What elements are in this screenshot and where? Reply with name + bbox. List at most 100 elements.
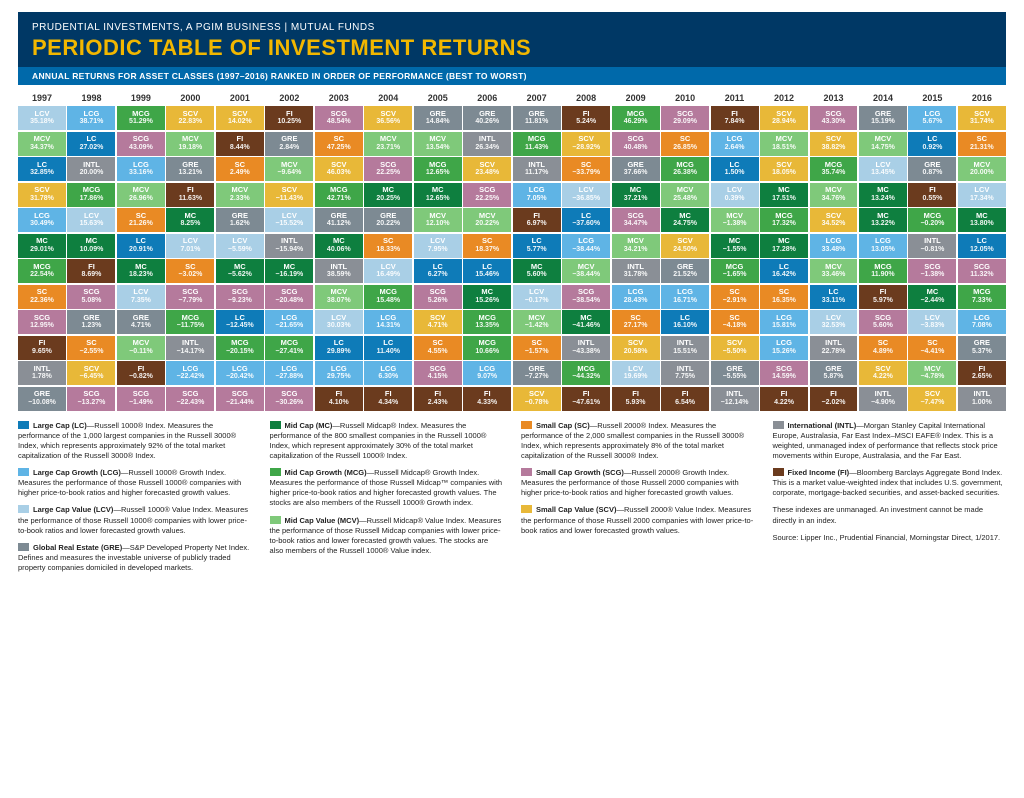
- cell-asset-code: GRE: [924, 161, 940, 170]
- cell-return-value: −4.78%: [920, 373, 944, 381]
- cell-return-value: −28.92%: [572, 144, 600, 152]
- cell-asset-code: GRE: [232, 212, 248, 221]
- cell-asset-code: SCV: [578, 135, 593, 144]
- cell-asset-code: LCV: [826, 314, 841, 323]
- cell-asset-code: GRE: [182, 161, 198, 170]
- grid-row: LCG30.49%LCV15.63%SC21.26%MC8.25%GRE1.62…: [18, 208, 1006, 232]
- cell-return-value: 13.80%: [970, 220, 994, 228]
- cell-return-value: −0.82%: [129, 373, 153, 381]
- cell-asset-code: SC: [680, 135, 690, 144]
- cell-asset-code: INTL: [677, 339, 694, 348]
- grid-cell: LCV0.39%: [711, 183, 759, 207]
- grid-cell: LCV−3.83%: [908, 310, 956, 334]
- grid-cell: MC−16.19%: [265, 259, 313, 283]
- cell-return-value: 22.25%: [376, 169, 400, 177]
- cell-return-value: 17.86%: [80, 195, 104, 203]
- cell-asset-code: GRE: [281, 135, 297, 144]
- cell-return-value: 14.75%: [871, 144, 895, 152]
- cell-asset-code: SCV: [677, 237, 692, 246]
- legend-item: Small Cap Value (SCV)—Russell 2000® Valu…: [521, 505, 755, 535]
- grid-cell: MCV2.33%: [216, 183, 264, 207]
- grid-cell: MC18.23%: [117, 259, 165, 283]
- cell-asset-code: LCV: [282, 212, 297, 221]
- cell-return-value: 20.25%: [376, 195, 400, 203]
- grid-cell: MCG−20.15%: [216, 336, 264, 360]
- cell-return-value: 22.78%: [822, 348, 846, 356]
- grid-cell: MCG−44.32%: [562, 361, 610, 385]
- cell-return-value: 22.36%: [30, 297, 54, 305]
- grid-cell: MCV−38.44%: [562, 259, 610, 283]
- cell-asset-code: GRE: [380, 212, 396, 221]
- cell-return-value: 15.81%: [772, 322, 796, 330]
- cell-asset-code: LCG: [380, 314, 396, 323]
- grid-cell: GRE5.87%: [810, 361, 858, 385]
- grid-cell: MC13.24%: [859, 183, 907, 207]
- cell-asset-code: SCG: [627, 135, 643, 144]
- cell-return-value: 31.74%: [970, 118, 994, 126]
- grid-cell: LC5.77%: [513, 234, 561, 258]
- grid-cell: FI6.97%: [513, 208, 561, 232]
- grid-cell: MC40.06%: [315, 234, 363, 258]
- cell-asset-code: MC: [86, 237, 98, 246]
- cell-return-value: 10.25%: [277, 118, 301, 126]
- grid-cell: SC47.25%: [315, 132, 363, 156]
- year-label: 2011: [711, 93, 759, 106]
- legend-title: Large Cap Growth (LCG): [33, 468, 121, 477]
- legend-swatch: [773, 468, 784, 476]
- cell-return-value: −4.18%: [723, 322, 747, 330]
- cell-asset-code: LCG: [281, 314, 297, 323]
- cell-asset-code: LCG: [133, 161, 149, 170]
- cell-return-value: 24.75%: [673, 220, 697, 228]
- cell-asset-code: LC: [730, 161, 740, 170]
- cell-asset-code: SC: [927, 339, 937, 348]
- grid-cell: MC37.21%: [612, 183, 660, 207]
- cell-asset-code: SC: [433, 339, 443, 348]
- legend-title: Mid Cap (MC): [285, 421, 333, 430]
- cell-asset-code: MCV: [429, 212, 446, 221]
- grid-cell: LCV−5.59%: [216, 234, 264, 258]
- grid-cell: MCV26.96%: [117, 183, 165, 207]
- cell-asset-code: GRE: [974, 339, 990, 348]
- cell-asset-code: MC: [382, 186, 394, 195]
- grid-row: SCG12.95%GRE1.23%GRE4.71%MCG−11.75%LC−12…: [18, 310, 1006, 334]
- year-label: 2015: [908, 93, 956, 106]
- cell-asset-code: SC: [334, 135, 344, 144]
- cell-asset-code: FI: [929, 186, 936, 195]
- grid-cell: MC−41.46%: [562, 310, 610, 334]
- cell-asset-code: LCV: [84, 212, 99, 221]
- grid-cell: SC−3.02%: [166, 259, 214, 283]
- cell-return-value: −1.38%: [920, 271, 944, 279]
- grid-row: FI9.65%SC−2.55%MCV−0.11%INTL−14.17%MCG−2…: [18, 336, 1006, 360]
- cell-return-value: −12.14%: [721, 399, 749, 407]
- cell-return-value: 29.75%: [327, 373, 351, 381]
- year-label: 2008: [562, 93, 610, 106]
- cell-asset-code: SCV: [34, 186, 49, 195]
- cell-asset-code: MC: [36, 237, 48, 246]
- cell-asset-code: SCV: [282, 186, 297, 195]
- grid-cell: MCG17.32%: [760, 208, 808, 232]
- cell-asset-code: SCG: [776, 365, 792, 374]
- legend-swatch: [270, 468, 281, 476]
- grid-cell: FI5.24%: [562, 106, 610, 130]
- cell-asset-code: MCG: [83, 186, 101, 195]
- cell-asset-code: LCV: [628, 365, 643, 374]
- cell-asset-code: FI: [187, 186, 194, 195]
- cell-asset-code: MCG: [627, 110, 645, 119]
- cell-asset-code: FI: [781, 390, 788, 399]
- cell-return-value: −37.60%: [572, 220, 600, 228]
- year-label: 2003: [315, 93, 363, 106]
- cell-asset-code: FI: [880, 288, 887, 297]
- grid-cell: LC16.42%: [760, 259, 808, 283]
- grid-cell: LCV19.69%: [612, 361, 660, 385]
- cell-asset-code: FI: [88, 263, 95, 272]
- grid-cell: MCG10.66%: [463, 336, 511, 360]
- cell-asset-code: INTL: [182, 339, 199, 348]
- grid-cell: MCG11.43%: [513, 132, 561, 156]
- cell-asset-code: MCV: [182, 135, 199, 144]
- grid-cell: INTL1.00%: [958, 387, 1006, 411]
- cell-asset-code: LC: [828, 288, 838, 297]
- cell-return-value: −1.42%: [525, 322, 549, 330]
- cell-asset-code: MCG: [825, 161, 843, 170]
- cell-return-value: 5.37%: [972, 348, 992, 356]
- cell-return-value: 5.60%: [873, 322, 893, 330]
